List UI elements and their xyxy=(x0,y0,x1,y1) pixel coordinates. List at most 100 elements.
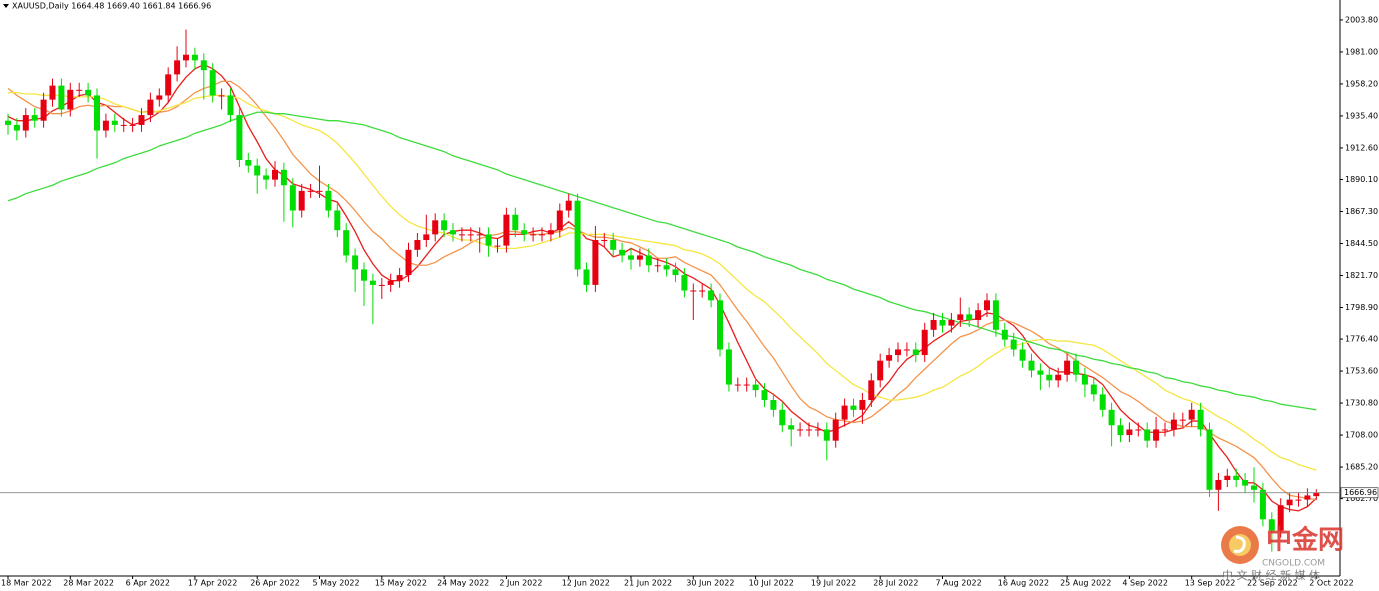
y-tick-label: 1776.40 xyxy=(1345,335,1378,344)
candle-body xyxy=(992,300,999,330)
candle-body xyxy=(565,200,572,211)
candle-body xyxy=(1295,499,1302,501)
candle-body xyxy=(850,405,857,410)
candle-body xyxy=(1046,374,1053,381)
candle-body xyxy=(298,190,305,211)
candle-body xyxy=(183,54,189,61)
candle-body xyxy=(378,284,385,286)
candle-body xyxy=(1242,479,1249,486)
candle-body xyxy=(1135,429,1142,431)
watermark-slogan: 中 文 财 经 新 媒 体 xyxy=(1222,568,1320,582)
candle-body xyxy=(699,290,706,292)
candle-body xyxy=(1153,429,1160,441)
candle-body xyxy=(984,300,990,311)
candle-body xyxy=(619,249,626,256)
y-tick-label: 1912.60 xyxy=(1345,143,1378,152)
candle-body xyxy=(1224,475,1231,480)
candle-body xyxy=(521,230,528,235)
x-tick-label: 28 Jul 2022 xyxy=(873,579,918,588)
candle-body xyxy=(138,115,145,125)
candle-body xyxy=(823,429,830,441)
candle-body xyxy=(690,290,697,292)
y-tick-label: 1662.70 xyxy=(1345,494,1378,503)
candle-body xyxy=(423,234,430,240)
candle-body xyxy=(1126,429,1133,436)
candle-body xyxy=(22,115,29,131)
candle-body xyxy=(58,85,65,110)
candle-body xyxy=(272,169,278,180)
candle-body xyxy=(289,185,296,211)
candle-body xyxy=(797,429,804,431)
candle-body xyxy=(352,255,359,270)
candle-body xyxy=(200,60,207,71)
y-tick-label: 1890.10 xyxy=(1345,175,1378,184)
x-tick-label: 16 Aug 2022 xyxy=(998,579,1049,588)
candle-body xyxy=(779,409,786,426)
candle-body xyxy=(654,265,661,267)
candle-body xyxy=(895,349,901,356)
current-price-box xyxy=(1340,487,1379,499)
candle-body xyxy=(921,329,928,356)
x-tick-label: 2 Oct 2022 xyxy=(1309,579,1353,588)
candle-body xyxy=(814,429,821,431)
y-tick-label: 1935.40 xyxy=(1345,111,1378,120)
candle-body xyxy=(930,319,937,330)
candle-body xyxy=(369,280,376,285)
x-tick-label: 2 Jun 2022 xyxy=(499,579,542,588)
candle-body xyxy=(254,165,261,176)
x-tick-label: 5 May 2022 xyxy=(313,579,360,588)
candle-body xyxy=(458,234,465,236)
watermark-name: 中金网 xyxy=(1266,525,1344,556)
candle-body xyxy=(476,234,483,236)
chart-title: XAUUSD,Daily 1664.48 1669.40 1661.84 166… xyxy=(12,2,211,11)
x-tick-label: 6 Apr 2022 xyxy=(126,579,170,588)
candle-body xyxy=(1179,419,1186,421)
candle-body xyxy=(1108,409,1115,426)
candle-body xyxy=(957,314,964,320)
candle-body xyxy=(1188,409,1195,420)
candle-body xyxy=(761,390,768,400)
candle-body xyxy=(734,384,741,386)
candle-body xyxy=(218,95,225,97)
candle-body xyxy=(1162,429,1168,431)
x-tick-label: 26 Apr 2022 xyxy=(250,579,299,588)
candle-body xyxy=(1215,479,1222,490)
x-tick-label: 19 Jul 2022 xyxy=(811,579,856,588)
moving-average-line xyxy=(7,80,1317,501)
candle-body xyxy=(361,269,367,281)
candle-body xyxy=(396,275,403,281)
candle-body xyxy=(556,210,563,231)
candle-body xyxy=(503,214,510,246)
candle-body xyxy=(886,355,893,361)
y-tick-label: 1685.20 xyxy=(1345,463,1378,472)
candle-body xyxy=(316,190,323,192)
candle-body xyxy=(610,239,617,250)
y-tick-label: 1753.60 xyxy=(1345,367,1378,376)
candle-body xyxy=(1019,349,1026,361)
candle-body xyxy=(1055,374,1062,381)
moving-average-line xyxy=(7,111,1317,411)
candle-body xyxy=(1277,505,1284,531)
candle-body xyxy=(5,120,11,125)
candle-body xyxy=(49,85,56,100)
candle-body xyxy=(681,275,688,291)
candle-body xyxy=(743,384,750,386)
x-tick-label: 21 Jun 2022 xyxy=(624,579,672,588)
candle-body xyxy=(939,319,946,326)
candle-body xyxy=(450,230,456,235)
candle-body xyxy=(1304,495,1311,500)
y-tick-label: 1798.90 xyxy=(1345,303,1378,312)
y-tick-label: 1821.70 xyxy=(1345,271,1378,280)
candle-body xyxy=(174,60,181,75)
y-tick-label: 1708.00 xyxy=(1345,431,1378,440)
candle-body xyxy=(94,95,100,131)
candle-body xyxy=(325,190,332,211)
candle-body xyxy=(512,214,519,231)
candle-body xyxy=(1144,429,1151,441)
candle-body xyxy=(912,349,919,356)
candle-body xyxy=(1286,499,1293,506)
candle-body xyxy=(1064,360,1071,375)
x-tick-label: 4 Sep 2022 xyxy=(1122,579,1168,588)
candle-body xyxy=(1313,492,1320,497)
candle-body xyxy=(209,70,216,96)
